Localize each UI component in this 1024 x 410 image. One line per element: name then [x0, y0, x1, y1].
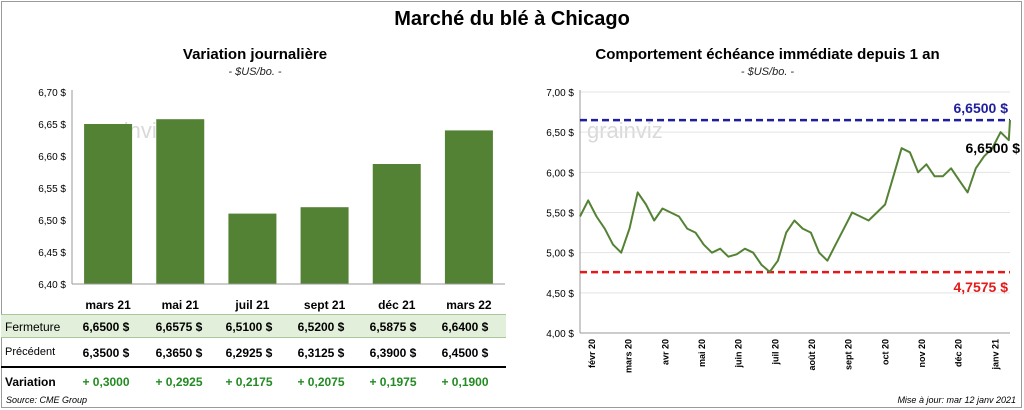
line-y-tick-label: 5,50 $ — [546, 209, 574, 220]
last-value-label: 6,6500 $ — [966, 140, 1021, 156]
bar-y-tick-label: 6,60 $ — [38, 152, 66, 163]
fermeture-sept21: 6,5200 $ — [297, 320, 345, 334]
table-row-precedent: Précédent 6,3500 $ 6,3650 $ 6,2925 $ 6,3… — [1, 341, 506, 368]
fermeture-juil21: 6,5100 $ — [225, 320, 273, 334]
fermeture-dec21: 6,5875 $ — [369, 320, 417, 334]
row-label-fermeture: Fermeture — [5, 320, 61, 334]
right-panel-subtitle: - $US/bo. - — [740, 66, 795, 78]
bar — [228, 213, 277, 284]
variation-mars22: + 0,1900 — [441, 375, 489, 389]
precedent-juil21: 6,2925 $ — [225, 346, 273, 360]
line-x-tick-label: sept 20 — [844, 339, 854, 370]
bar-category-label: sept 21 — [304, 298, 346, 312]
bar-y-tick-label: 6,65 $ — [38, 120, 66, 131]
bar-chart: grainviz6,40 $6,45 $6,50 $6,55 $6,60 $6,… — [38, 88, 505, 312]
fermeture-mars22: 6,6400 $ — [441, 320, 489, 334]
line-y-tick-label: 4,00 $ — [546, 329, 574, 340]
variation-juil21: + 0,2175 — [225, 375, 273, 389]
line-y-tick-label: 5,00 $ — [546, 249, 574, 260]
bar-y-tick-label: 6,70 $ — [38, 88, 66, 99]
bar-y-tick-label: 6,55 $ — [38, 184, 66, 195]
main-title: Marché du blé à Chicago — [394, 8, 630, 30]
bar-category-label: mai 21 — [162, 298, 200, 312]
line-x-tick-label: juil 20 — [770, 339, 780, 366]
right-watermark: grainviz — [587, 118, 663, 143]
variation-mars21: + 0,3000 — [82, 375, 130, 389]
line-x-tick-label: févr 20 — [587, 339, 597, 368]
high-value-label: 6,6500 $ — [954, 100, 1009, 116]
update-note: Mise à jour: mar 12 janv 2021 — [897, 395, 1016, 405]
line-y-tick-label: 4,50 $ — [546, 289, 574, 300]
line-x-tick-label: oct 20 — [880, 339, 890, 365]
precedent-mars22: 6,4500 $ — [441, 346, 489, 360]
bar-y-tick-label: 6,40 $ — [38, 280, 66, 291]
bar-y-tick-label: 6,50 $ — [38, 216, 66, 227]
line-x-tick-label: déc 20 — [954, 339, 964, 367]
fermeture-mai21: 6,6575 $ — [155, 320, 203, 334]
bar — [300, 207, 349, 284]
line-x-tick-label: mars 20 — [624, 339, 634, 373]
left-panel-subtitle: - $US/bo. - — [228, 66, 282, 78]
line-y-tick-label: 6,50 $ — [546, 128, 574, 139]
bar-category-label: déc 21 — [378, 298, 416, 312]
bar — [84, 124, 133, 284]
line-y-tick-label: 7,00 $ — [546, 88, 574, 99]
bar-category-label: juil 21 — [234, 298, 269, 312]
bar — [444, 130, 493, 284]
precedent-mars21: 6,3500 $ — [82, 346, 130, 360]
line-x-tick-label: avr 20 — [660, 339, 670, 365]
table-row-fermeture: Fermeture 6,6500 $ 6,6575 $ 6,5100 $ 6,5… — [1, 314, 506, 338]
variation-mai21: + 0,2925 — [155, 375, 203, 389]
precedent-dec21: 6,3900 $ — [369, 346, 417, 360]
bar-y-tick-label: 6,45 $ — [38, 248, 66, 259]
bar-category-label: mars 21 — [85, 298, 131, 312]
row-label-precedent: Précédent — [5, 346, 56, 358]
variation-dec21: + 0,1975 — [369, 375, 417, 389]
source-note: Source: CME Group — [6, 395, 88, 405]
price-series-line — [579, 120, 1011, 273]
variation-sept21: + 0,2075 — [297, 375, 345, 389]
line-x-tick-label: nov 20 — [917, 339, 927, 368]
bar — [372, 164, 421, 284]
table-row-variation: Variation + 0,3000 + 0,2925 + 0,2175 + 0… — [1, 370, 506, 394]
line-y-tick-label: 6,00 $ — [546, 168, 574, 179]
bar-category-label: mars 22 — [446, 298, 492, 312]
precedent-sept21: 6,3125 $ — [297, 346, 345, 360]
precedent-mai21: 6,3650 $ — [155, 346, 203, 360]
line-chart: grainviz 4,00 $ 4,50 $ 5,00 $ 5,50 $ 6,00 $ 6,… — [546, 88, 1021, 373]
row-label-variation: Variation — [5, 375, 56, 389]
low-value-label: 4,7575 $ — [954, 279, 1009, 295]
line-x-tick-label: juin 20 — [734, 339, 744, 369]
line-x-tick-label: janv 21 — [990, 339, 1000, 371]
line-x-tick-label: août 20 — [807, 339, 817, 371]
left-panel-title: Variation journalière — [182, 46, 328, 63]
line-x-tick-label: mai 20 — [697, 339, 707, 367]
bar — [156, 119, 205, 284]
fermeture-mars21: 6,6500 $ — [82, 320, 130, 334]
right-panel-title: Comportement échéance immédiate depuis 1… — [595, 46, 940, 63]
